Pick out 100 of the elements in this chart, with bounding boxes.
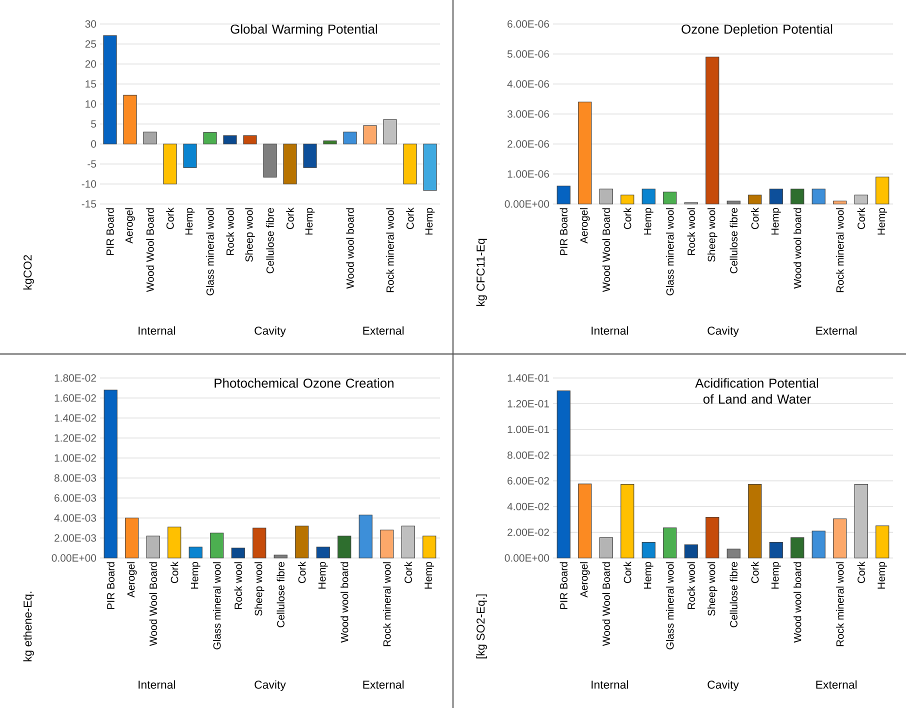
y-tick-label: 4.00E-02 bbox=[507, 502, 549, 510]
x-tick-label: Hemp bbox=[878, 562, 888, 589]
bar bbox=[620, 484, 634, 558]
y-tick-label: 0.00E+00 bbox=[52, 554, 96, 562]
bar bbox=[620, 194, 634, 204]
y-tick-label: 1.00E-02 bbox=[54, 454, 96, 462]
bar bbox=[854, 484, 868, 558]
bar bbox=[343, 132, 357, 144]
x-tick-label: Cork bbox=[751, 562, 759, 584]
x-tick-label: Aerogel bbox=[125, 208, 135, 244]
y-tick-label: 3.00E-06 bbox=[507, 110, 550, 118]
text: External bbox=[363, 326, 404, 335]
bar bbox=[599, 537, 613, 558]
y-tick-label: 4.00E-06 bbox=[507, 80, 550, 88]
x-tick-label: Cellulose fibre bbox=[266, 208, 274, 274]
x-tick-label: PIR Board bbox=[560, 208, 568, 255]
bar bbox=[833, 200, 847, 204]
y-tick-label: 25 bbox=[85, 40, 96, 48]
x-tick-label: Rock wool bbox=[687, 562, 695, 609]
bar bbox=[663, 192, 677, 204]
text: Cavity bbox=[708, 326, 739, 337]
y-tick-label: 8.00E-03 bbox=[54, 474, 96, 482]
y-tick-label: 8.00E-02 bbox=[507, 451, 549, 459]
x-tick-label: Wood wool board bbox=[346, 208, 354, 289]
text: Internal bbox=[138, 326, 176, 335]
bar bbox=[423, 144, 437, 191]
x-tick-label: Cellulose fibre bbox=[276, 562, 284, 628]
chart-title: Ozone Depletion Potential bbox=[682, 24, 832, 36]
bar bbox=[769, 188, 783, 204]
x-tick-label: Hemp bbox=[424, 562, 434, 589]
x-tick-label: Cork bbox=[751, 208, 759, 230]
bar bbox=[578, 484, 592, 558]
bar bbox=[243, 135, 257, 144]
bar bbox=[726, 200, 740, 204]
y-tick-label: 0.00E+00 bbox=[504, 554, 550, 562]
bar bbox=[146, 536, 160, 558]
bar bbox=[380, 530, 394, 558]
bar bbox=[812, 188, 826, 204]
x-tick-label: Rock wool bbox=[687, 208, 695, 255]
bar bbox=[263, 144, 277, 178]
x-tick-label: Hemp bbox=[305, 208, 315, 235]
bar bbox=[790, 188, 804, 204]
x-tick-label: Glass mineral wool bbox=[213, 562, 221, 650]
bar bbox=[123, 94, 137, 144]
x-tick-label: Wood Wool Board bbox=[149, 562, 157, 646]
y-tick-label: -15 bbox=[82, 200, 96, 208]
x-tick-label: Hemp bbox=[425, 208, 435, 235]
bar bbox=[748, 484, 762, 558]
y-tick-label: 0 bbox=[91, 140, 96, 148]
y-axis-title: kg ethene-Eq. bbox=[23, 592, 34, 662]
bar bbox=[578, 102, 592, 204]
x-tick-label: Cork bbox=[404, 562, 412, 584]
x-tick-label: Cork bbox=[166, 208, 174, 230]
y-tick-label: 1.60E-02 bbox=[54, 394, 96, 402]
text: Cavity bbox=[708, 680, 739, 691]
x-tick-label: PIR Board bbox=[106, 562, 114, 609]
x-tick-label: Sheep wool bbox=[708, 208, 718, 262]
x-tick-label: Wood wool board bbox=[794, 208, 802, 289]
bar bbox=[642, 188, 656, 204]
bar bbox=[684, 544, 698, 558]
y-tick-label: 1.20E-01 bbox=[508, 400, 549, 408]
x-tick-label: Aerogel bbox=[580, 562, 590, 598]
x-tick-label: Glass mineral wool bbox=[666, 562, 674, 650]
text: Internal bbox=[592, 680, 628, 689]
bar bbox=[103, 35, 117, 144]
x-tick-label: Aerogel bbox=[580, 208, 590, 244]
x-tick-label: Cork bbox=[170, 562, 178, 584]
bar bbox=[642, 542, 656, 558]
text: Cavity bbox=[254, 680, 286, 691]
bar bbox=[104, 390, 118, 558]
y-tick-label: 1.20E-02 bbox=[54, 434, 96, 442]
x-tick-label: Rock mineral wool bbox=[383, 562, 391, 646]
x-tick-label: Cork bbox=[624, 562, 632, 584]
y-tick-label: 1.40E-02 bbox=[54, 414, 96, 422]
x-tick-label: Glass mineral wool bbox=[666, 208, 674, 296]
text: External bbox=[816, 326, 857, 335]
y-tick-label: 2.00E-02 bbox=[508, 528, 549, 536]
bar bbox=[422, 536, 436, 558]
bar bbox=[316, 546, 330, 558]
y-tick-label: 15 bbox=[86, 80, 96, 88]
y-tick-label: 4.00E-03 bbox=[54, 514, 96, 522]
x-tick-label: Wood wool board bbox=[794, 562, 802, 643]
bar bbox=[231, 548, 245, 558]
x-tick-label: Rock wool bbox=[234, 562, 242, 609]
bar bbox=[403, 144, 417, 184]
bar bbox=[125, 518, 139, 558]
y-tick-label: 6.00E-03 bbox=[54, 494, 96, 502]
bar bbox=[599, 188, 613, 204]
x-tick-label: Cork bbox=[857, 562, 865, 584]
bar bbox=[556, 390, 570, 558]
y-tick-label: 1.40E-01 bbox=[508, 374, 549, 382]
x-tick-label: Sheep wool bbox=[708, 562, 718, 616]
bar bbox=[706, 516, 720, 558]
x-tick-label: Glass mineral wool bbox=[206, 208, 214, 296]
bar bbox=[143, 132, 157, 144]
bar bbox=[663, 527, 677, 558]
text: External bbox=[816, 680, 857, 689]
y-tick-label: 2.00E-03 bbox=[54, 534, 96, 542]
bar bbox=[303, 144, 317, 168]
x-tick-label: Wood Wool Board bbox=[602, 562, 610, 646]
